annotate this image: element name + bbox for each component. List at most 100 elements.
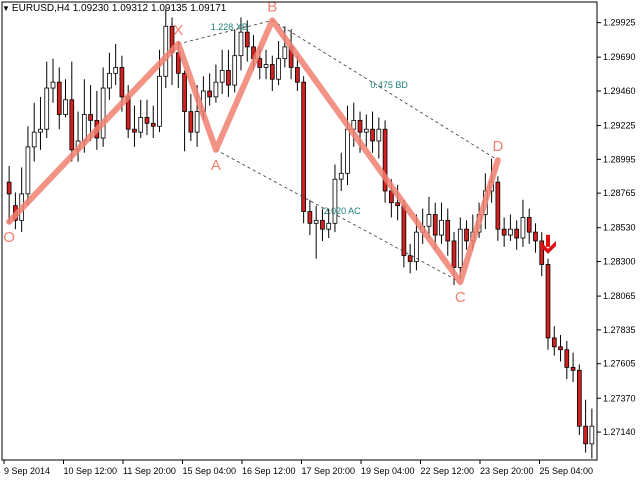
y-tick-label: 1.29460 [603, 86, 636, 96]
candle-body [464, 228, 469, 242]
y-tick-label: 1.29690 [603, 52, 636, 62]
candle-body [194, 111, 200, 133]
axis-layer: 1.29925 1.29690 1.29460 1.29225 1.28995 1.287… [1, 1, 636, 476]
y-tick-label: 1.27605 [603, 359, 636, 369]
y-tick-label: 1.28065 [603, 291, 636, 301]
candle-body [363, 128, 369, 133]
candle-body [520, 217, 526, 239]
candle [338, 152, 344, 191]
candle-body [282, 46, 288, 60]
sell-arrow-icon [540, 234, 557, 254]
candle-body [182, 72, 187, 112]
pattern-point-label: A [211, 157, 221, 174]
candle [50, 58, 56, 103]
candle [533, 223, 538, 253]
ratio-dashed-line [178, 20, 273, 45]
candle-body [426, 214, 432, 227]
candle [551, 326, 557, 356]
y-tick-label: 1.29225 [603, 121, 636, 131]
candle [69, 61, 75, 162]
candle [163, 8, 169, 89]
candle [370, 111, 375, 153]
candle-body [558, 346, 563, 351]
candle [263, 49, 269, 80]
x-tick-label: 22 Sep 12:00 [421, 466, 475, 476]
candle-body [6, 181, 12, 195]
x-tick-label: 11 Sep 20:00 [123, 466, 176, 476]
x-tick-label: 16 Sep 12:00 [242, 466, 296, 476]
candle [313, 205, 319, 259]
candle-body [401, 205, 407, 257]
candle [107, 52, 112, 100]
candle-body [514, 228, 520, 239]
candle-body [370, 128, 375, 142]
candle-body [213, 81, 219, 98]
candle [326, 208, 332, 238]
candle [25, 126, 31, 206]
candle-body [276, 58, 281, 80]
candle [31, 102, 37, 162]
candle [457, 217, 463, 280]
candle [56, 67, 62, 130]
candle [508, 214, 513, 241]
candle [376, 117, 382, 159]
low-price: 1.09135 [151, 3, 188, 14]
candle-body [257, 58, 263, 68]
candle-body [69, 99, 75, 151]
candle [576, 364, 582, 436]
candle [426, 196, 432, 238]
candle-body [56, 81, 62, 115]
candle [332, 164, 338, 233]
candle-body [439, 219, 444, 236]
candle [564, 340, 570, 380]
candle-body [495, 181, 501, 230]
pattern-point-label: O [3, 229, 15, 246]
candle-body [269, 64, 275, 80]
candle [219, 49, 225, 94]
candle [144, 99, 150, 136]
candle-body [313, 219, 319, 224]
candle-body [338, 172, 344, 180]
candle-body [589, 425, 595, 445]
candle-body [119, 67, 125, 98]
candle-body [226, 69, 231, 86]
candle-body [357, 119, 363, 133]
candle [19, 167, 25, 233]
x-tick-label: 23 Sep 20:00 [480, 466, 534, 476]
candle-body [107, 72, 112, 89]
plot-frame [1, 1, 598, 461]
candle [238, 17, 244, 71]
candle-body [25, 146, 31, 195]
y-tick-label: 1.28995 [603, 154, 636, 164]
candle-body [232, 55, 238, 86]
candle-body [445, 219, 451, 242]
candle [113, 43, 118, 86]
pattern-point-label: C [455, 289, 466, 306]
candle [213, 64, 219, 103]
candle-body [238, 31, 244, 57]
candle [382, 120, 388, 203]
candle-body [113, 67, 118, 74]
candle [495, 176, 501, 241]
candle [226, 49, 231, 97]
candle-body [132, 128, 137, 133]
high-price: 1.09312 [111, 3, 149, 14]
candle [307, 199, 313, 236]
x-tick-label: 9 Sep 2014 [4, 466, 50, 476]
candle [188, 93, 194, 141]
candle [464, 220, 469, 250]
candle-body [326, 222, 332, 230]
candle-body [395, 202, 400, 207]
candle-body [345, 128, 350, 174]
candle-body [31, 131, 37, 148]
open-price: 1.09230 [72, 3, 109, 14]
x-tick-label: 15 Sep 04:00 [183, 466, 237, 476]
candle [539, 232, 545, 277]
candle-body [382, 128, 388, 192]
candle [514, 220, 520, 250]
harmonic-pattern-line [6, 17, 501, 286]
candle [150, 105, 156, 139]
pattern-layer: 1.228 XB 2.020 AC 0.475 BD O X A B C D [3, 0, 557, 306]
